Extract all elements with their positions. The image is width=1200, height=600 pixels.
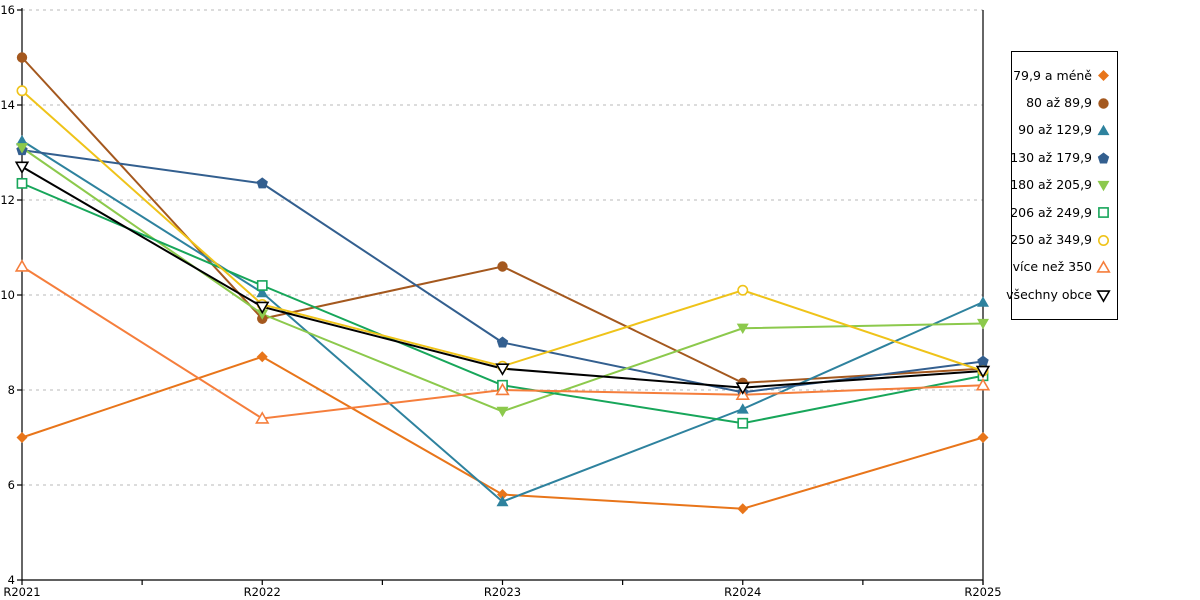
marker-glyph	[1097, 124, 1110, 136]
legend-marker-icon	[1097, 180, 1110, 192]
data-point	[16, 143, 28, 154]
data-point	[16, 432, 28, 443]
data-point	[495, 363, 510, 376]
legend-item-79-9-a-m-n-: 79,9 a méně	[1013, 67, 1111, 83]
marker-glyph	[1098, 98, 1109, 109]
data-point	[256, 351, 268, 363]
legend-item-label: 79,9 a méně	[1013, 67, 1092, 83]
legend-item-label: 250 až 349,9	[1010, 231, 1092, 247]
data-point	[735, 382, 750, 395]
legend-item-label: 130 až 179,9	[1010, 149, 1092, 165]
y-axis-tick-label: 4	[8, 573, 15, 587]
y-axis-tick-label: 6	[8, 478, 15, 492]
legend-item-180-a-205-9: 180 až 205,9	[1010, 178, 1111, 193]
data-point	[977, 355, 989, 367]
legend-marker-icon	[1096, 260, 1111, 273]
marker-glyph	[1096, 289, 1111, 303]
legend-marker-icon	[1098, 234, 1109, 246]
legend-item-130-a-179-9: 130 až 179,9	[1010, 151, 1111, 166]
y-axis-tick-label: 16	[0, 3, 15, 17]
y-axis-tick-label: 14	[0, 98, 15, 112]
marker-glyph	[1098, 207, 1109, 219]
y-axis-tick-label: 8	[8, 383, 15, 397]
data-point	[977, 432, 989, 443]
series-line-v-echny-obce	[21, 165, 984, 389]
data-point	[256, 309, 269, 320]
legend-marker-icon	[1098, 98, 1109, 109]
data-point	[16, 85, 28, 97]
chart-legend: 79,9 a méně 80 až 89,9 90 až 129,9 130 až 1…	[1006, 51, 1118, 320]
data-point	[16, 134, 28, 146]
marker-glyph	[1098, 70, 1109, 82]
legend-item-label: 180 až 205,9	[1010, 177, 1092, 193]
x-axis-tick-label: R2024	[724, 585, 761, 599]
legend-item-label: 90 až 129,9	[1018, 122, 1092, 138]
data-point	[14, 161, 30, 174]
legend-item-v-ce-ne-350: více než 350	[1012, 259, 1111, 275]
data-point	[496, 495, 509, 507]
data-point	[977, 318, 989, 330]
marker-glyph	[1097, 180, 1110, 192]
data-point	[497, 261, 508, 272]
x-axis-tick-label: R2025	[964, 585, 1001, 599]
legend-item-206-a-249-9: 206 až 249,9	[1010, 205, 1111, 220]
data-point	[737, 503, 749, 515]
data-point	[255, 411, 270, 424]
legend-marker-icon	[1097, 152, 1110, 164]
legend-marker-icon	[1098, 207, 1109, 219]
data-point	[497, 489, 508, 500]
data-point	[736, 323, 749, 335]
legend-item-80-a-89-9: 80 až 89,9	[1015, 96, 1111, 111]
data-point	[737, 417, 749, 429]
data-point	[16, 177, 28, 189]
legend-marker-icon	[1098, 70, 1109, 82]
data-point	[975, 365, 991, 379]
data-point	[496, 336, 509, 348]
legend-item-label: 80 až 89,9	[1026, 95, 1092, 111]
data-point	[975, 378, 991, 391]
marker-glyph	[1096, 260, 1111, 273]
data-point	[736, 403, 749, 414]
y-axis-tick-label: 10	[0, 288, 15, 302]
legend-item-250-a-349-9: 250 až 349,9	[1010, 233, 1111, 248]
legend-item-label: všechny obce	[1006, 286, 1092, 302]
legend-item-90-a-129-9: 90 až 129,9	[1015, 123, 1111, 138]
data-point	[16, 52, 28, 63]
y-axis-tick-label: 12	[0, 193, 15, 207]
data-point	[14, 259, 30, 272]
legend-marker-icon	[1096, 289, 1111, 303]
data-point	[256, 177, 268, 189]
data-point	[256, 280, 268, 291]
legend-marker-icon	[1097, 124, 1110, 136]
marker-glyph	[1098, 234, 1109, 246]
x-axis-tick-label: R2022	[244, 585, 281, 599]
legend-item-label: 206 až 249,9	[1010, 204, 1092, 220]
data-point	[256, 286, 269, 298]
x-axis-tick-label: R2021	[3, 585, 40, 599]
data-point	[255, 301, 270, 315]
series-line-90-a-129-9	[21, 139, 984, 503]
legend-item-label: více než 350	[1012, 259, 1092, 275]
data-point	[495, 382, 510, 396]
data-point	[737, 284, 749, 296]
marker-glyph	[1097, 152, 1110, 164]
legend-item-v-echny-obce: všechny obce	[1006, 288, 1111, 303]
x-axis-tick-label: R2023	[484, 585, 521, 599]
data-point	[496, 406, 509, 418]
data-point	[977, 296, 989, 307]
